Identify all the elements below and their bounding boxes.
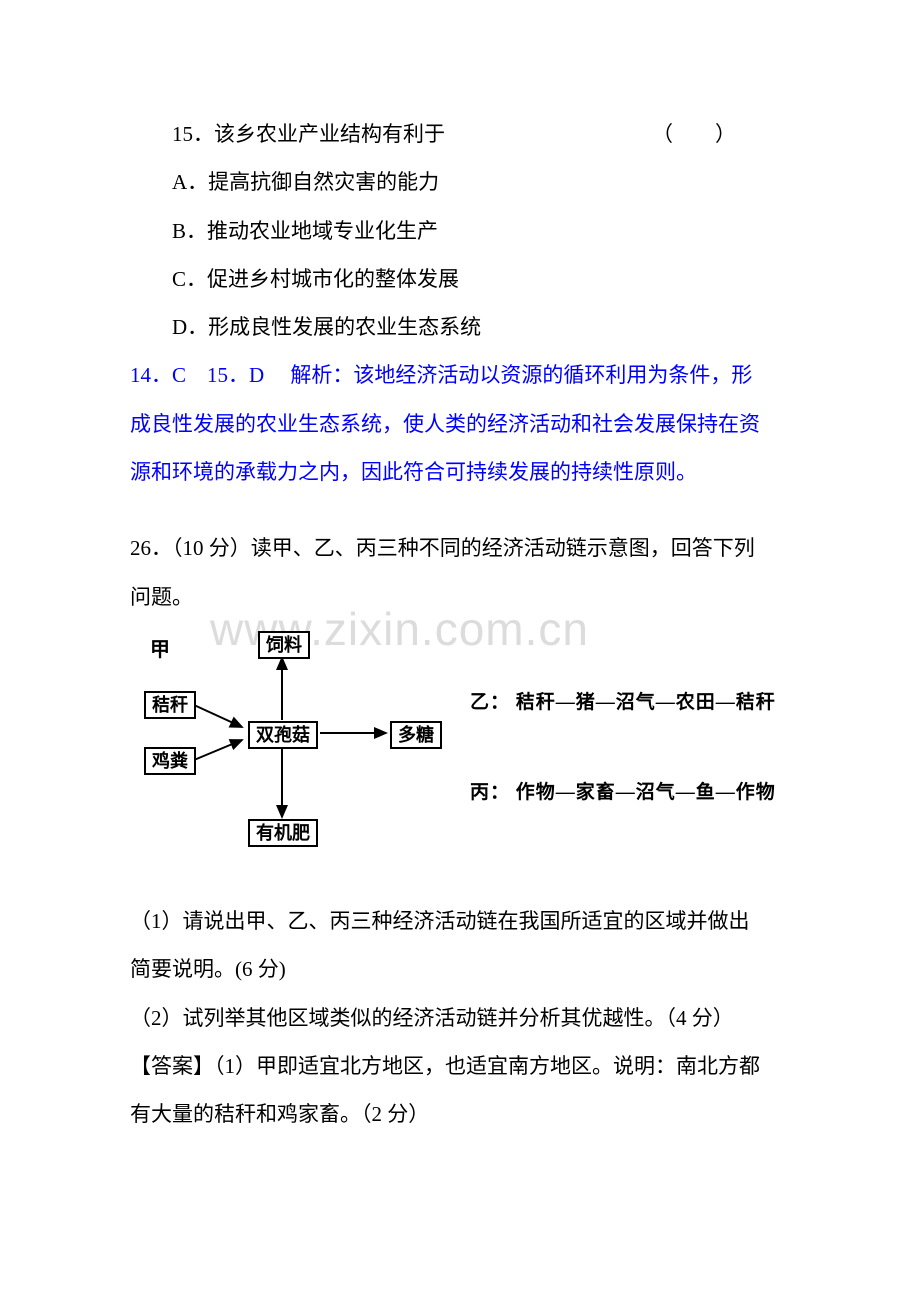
answer-14-15-l1: 14．C 15．D 解析：该地经济活动以资源的循环利用为条件，形 (130, 351, 790, 399)
q15-optC: C．促进乡村城市化的整体发展 (130, 255, 790, 303)
q15-stem: 15．该乡农业产业结构有利于 （ ） (130, 110, 790, 158)
q15-optD: D．形成良性发展的农业生态系统 (130, 303, 790, 351)
box-chicken: 鸡粪 (144, 747, 196, 775)
ans1: 【答案】（1）甲即适宜北方地区，也适宜南方地区。说明：南北方都 (130, 1042, 790, 1090)
q26-stem-l1: 26．（10 分）读甲、乙、丙三种不同的经济活动链示意图，回答下列 (130, 524, 790, 572)
sub1a: （1）请说出甲、乙、丙三种经济活动链在我国所适宜的区域并做出 (130, 897, 790, 945)
box-sugar: 多糖 (390, 721, 442, 749)
label-jia: 甲 (150, 633, 170, 662)
q15-optA: A．提高抗御自然灾害的能力 (130, 158, 790, 206)
ans2: 有大量的秸秆和鸡家畜。（2 分） (130, 1090, 790, 1138)
box-mushroom: 双孢菇 (248, 721, 318, 749)
diagram: 甲 饲料 秸秆 鸡粪 双孢菇 多糖 有机肥 乙： 秸秆—猪—沼气—农田—秸秆 丙… (130, 625, 790, 855)
box-organic: 有机肥 (248, 819, 318, 847)
q15-paren: （ ） (610, 110, 736, 158)
chain-bing: 丙： 作物—家畜—沼气—鱼—作物 (470, 777, 776, 804)
answer-14-15-l3: 源和环境的承载力之内，因此符合可持续发展的持续性原则。 (130, 448, 790, 496)
q15-optB: B．推动农业地域专业化生产 (130, 207, 790, 255)
box-feed: 饲料 (258, 631, 310, 659)
q15-stem-text: 15．该乡农业产业结构有利于 (172, 122, 445, 146)
diagram-arrows (130, 625, 530, 855)
answer-14-15-l2: 成良性发展的农业生态系统，使人类的经济活动和社会发展保持在资 (130, 400, 790, 448)
box-straw: 秸秆 (144, 691, 196, 719)
sub1b: 简要说明。(6 分) (130, 945, 790, 993)
chain-yi: 乙： 秸秆—猪—沼气—农田—秸秆 (470, 687, 776, 714)
sub2: （2）试列举其他区域类似的经济活动链并分析其优越性。（4 分） (130, 994, 790, 1042)
